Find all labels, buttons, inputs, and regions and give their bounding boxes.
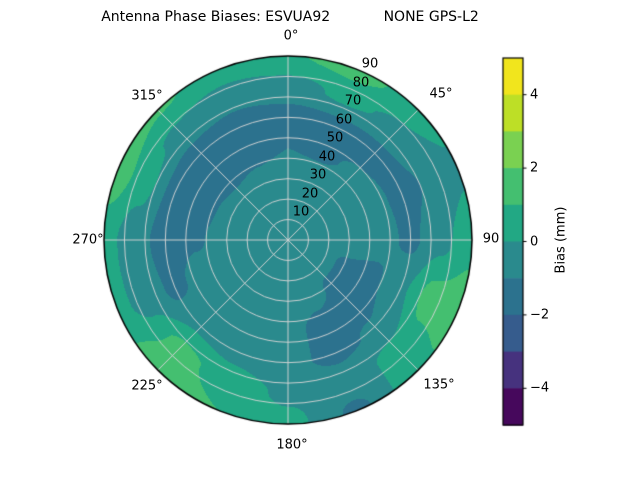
- theta-label-135: 135°: [423, 377, 455, 393]
- colorbar-tick-neg2: −2: [530, 307, 550, 323]
- radial-label-80: 80: [352, 75, 370, 91]
- theta-label-225: 225°: [131, 378, 163, 394]
- radial-label-90: 90: [361, 56, 379, 72]
- colorbar-axis-label: Bias (mm): [553, 206, 569, 274]
- theta-label-45: 45°: [429, 86, 453, 102]
- theta-label-180: 180°: [276, 437, 308, 453]
- theta-label-90: 90: [482, 231, 500, 247]
- colorbar-tick-neg4: −4: [530, 380, 550, 396]
- theta-label-0: 0°: [283, 28, 299, 44]
- colorbar-tick-2: 2: [530, 160, 539, 176]
- radial-label-60: 60: [335, 112, 353, 128]
- radial-label-10: 10: [292, 204, 310, 220]
- radial-label-50: 50: [326, 130, 344, 146]
- theta-label-315: 315°: [131, 88, 163, 104]
- plot-title: Antenna Phase Biases: ESVUA92 NONE GPS-L…: [101, 9, 479, 25]
- radial-label-40: 40: [318, 149, 336, 165]
- radial-label-70: 70: [344, 93, 362, 109]
- theta-label-270: 270°: [72, 232, 104, 248]
- radial-label-20: 20: [301, 186, 319, 202]
- colorbar-tick-0: 0: [530, 234, 539, 250]
- radial-label-30: 30: [309, 167, 327, 183]
- colorbar-tick-4: 4: [530, 87, 539, 103]
